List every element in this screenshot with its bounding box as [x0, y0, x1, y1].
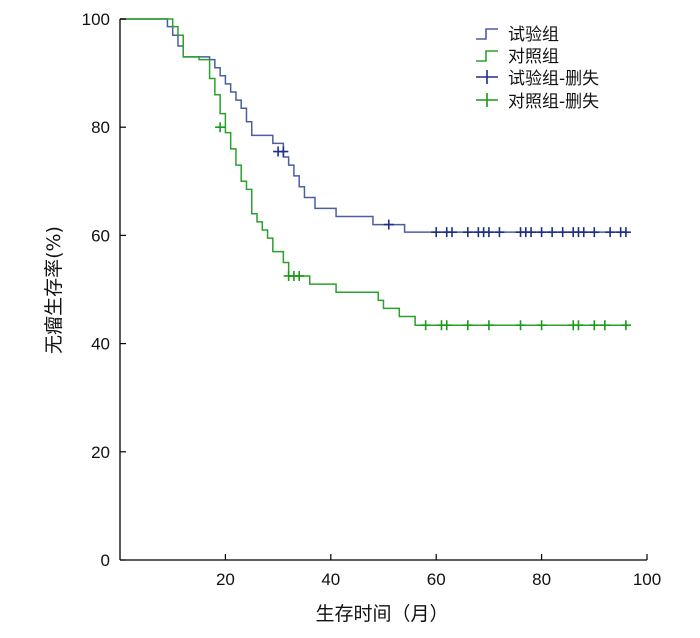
censor-mark-0	[578, 227, 589, 238]
legend-label-control-censored: 对照组-删失	[508, 92, 599, 112]
legend-label-experiment: 试验组	[508, 25, 559, 45]
legend-item-experiment: 试验组	[476, 25, 559, 45]
x-tick-label: 100	[633, 570, 661, 589]
y-tick-label: 40	[91, 335, 110, 354]
series-layer	[120, 18, 631, 331]
legend-item-experiment-censored: 试验组-删失	[476, 69, 599, 89]
censor-mark-0	[483, 227, 494, 238]
censor-mark-1	[215, 122, 226, 133]
censor-mark-0	[447, 227, 458, 238]
censor-mark-0	[605, 227, 616, 238]
censor-mark-0	[589, 227, 600, 238]
legend-item-control: 对照组	[476, 47, 559, 67]
censor-mark-0	[557, 227, 568, 238]
censor-mark-1	[515, 320, 526, 331]
legend: 试验组 对照组 试验组-删失 对照组-删失	[476, 25, 599, 112]
axes-layer: 0 20 40 60 80 100 20 40 60 80 100	[82, 10, 662, 589]
censor-mark-0	[494, 227, 505, 238]
censor-mark-0	[526, 227, 537, 238]
x-tick-label: 20	[216, 570, 235, 589]
y-tick-label: 20	[91, 443, 110, 462]
censor-mark-1	[620, 320, 631, 331]
censor-mark-1	[589, 320, 600, 331]
censor-mark-1	[294, 270, 305, 281]
legend-swatch-control	[476, 50, 498, 62]
censor-mark-1	[573, 320, 584, 331]
y-tick-label: 0	[101, 551, 110, 570]
censor-mark-0	[462, 227, 473, 238]
y-axis-title: 无瘤生存率(%)	[43, 226, 65, 354]
x-axis-title: 生存时间（月）	[315, 603, 448, 625]
legend-swatch-control-censored	[476, 93, 498, 107]
censor-mark-1	[441, 320, 452, 331]
censor-mark-0	[383, 219, 394, 230]
x-tick-label: 80	[532, 570, 551, 589]
y-tick-label: 60	[91, 226, 110, 245]
censor-mark-1	[420, 320, 431, 331]
censor-mark-0	[620, 227, 631, 238]
legend-label-experiment-censored: 试验组-删失	[508, 69, 599, 89]
censor-mark-1	[483, 320, 494, 331]
x-tick-label: 40	[321, 570, 340, 589]
censor-mark-1	[462, 320, 473, 331]
y-tick-label: 80	[91, 118, 110, 137]
censor-mark-1	[599, 320, 610, 331]
series-line-1	[120, 18, 626, 326]
legend-item-control-censored: 对照组-删失	[476, 92, 599, 112]
censor-mark-1	[536, 320, 547, 331]
legend-swatch-experiment-censored	[476, 70, 498, 84]
legend-label-control: 对照组	[508, 47, 559, 67]
legend-swatch-experiment	[476, 28, 498, 40]
censor-mark-0	[278, 146, 289, 157]
x-tick-label: 60	[427, 570, 446, 589]
censor-mark-0	[431, 227, 442, 238]
censor-mark-0	[547, 227, 558, 238]
censor-mark-0	[536, 227, 547, 238]
y-tick-label: 100	[82, 10, 110, 29]
